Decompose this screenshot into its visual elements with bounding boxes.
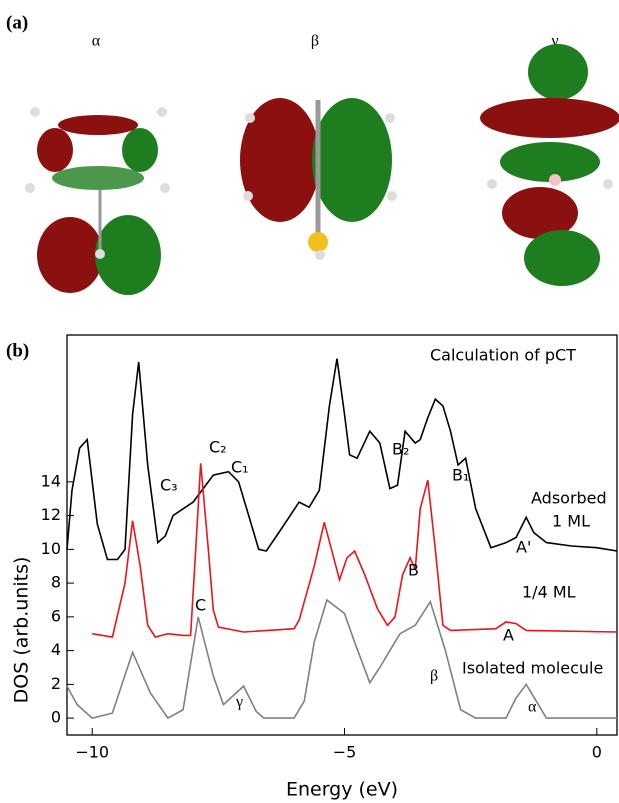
panel-label: (a) [6, 12, 28, 33]
annotation: B [408, 561, 419, 580]
annotation: B₁ [452, 466, 469, 485]
annotation: C₂ [209, 438, 227, 457]
dos-curve [67, 359, 617, 560]
orbital-title: β [311, 33, 319, 50]
x-tick-label: −5 [333, 743, 357, 762]
annotation: A' [516, 538, 531, 557]
annotation: Adsorbed [531, 489, 607, 508]
y-tick-label: 2 [51, 674, 61, 693]
y-tick-label: 12 [41, 505, 61, 524]
y-tick-label: 10 [41, 539, 61, 558]
annotation: B₂ [392, 440, 409, 459]
annotation: β [430, 668, 438, 685]
annotation: 1 ML [552, 512, 590, 531]
annotation: C₁ [231, 458, 249, 477]
orbital-gamma [480, 44, 619, 286]
y-tick-label: 8 [51, 573, 61, 592]
y-tick-label: 4 [51, 640, 61, 659]
annotation: 1/4 ML [522, 583, 576, 602]
y-tick-label: 0 [51, 708, 61, 727]
figure: (a) α β γ (b) Energy (eV) DOS (arb.units) −… [0, 0, 619, 803]
annotation: A [503, 626, 514, 645]
panel-label: (b) [6, 340, 29, 361]
y-tick-label: 14 [41, 471, 61, 490]
y-tick-label: 6 [51, 606, 61, 625]
annotation: Isolated molecule [462, 659, 603, 678]
x-axis-label: Energy (eV) [286, 779, 398, 801]
x-tick-label: −10 [75, 743, 109, 762]
orbital-title: α [92, 33, 101, 50]
orbital-alpha [25, 107, 170, 295]
annotation: γ [235, 694, 243, 711]
orbital-beta [240, 98, 397, 260]
y-axis-label: DOS (arb.units) [11, 557, 33, 704]
annotation: α [528, 699, 537, 716]
annotation: C₃ [160, 476, 178, 495]
annotation: C [195, 596, 206, 615]
annotation: Calculation of pCT [430, 346, 576, 365]
x-tick-label: 0 [592, 743, 602, 762]
